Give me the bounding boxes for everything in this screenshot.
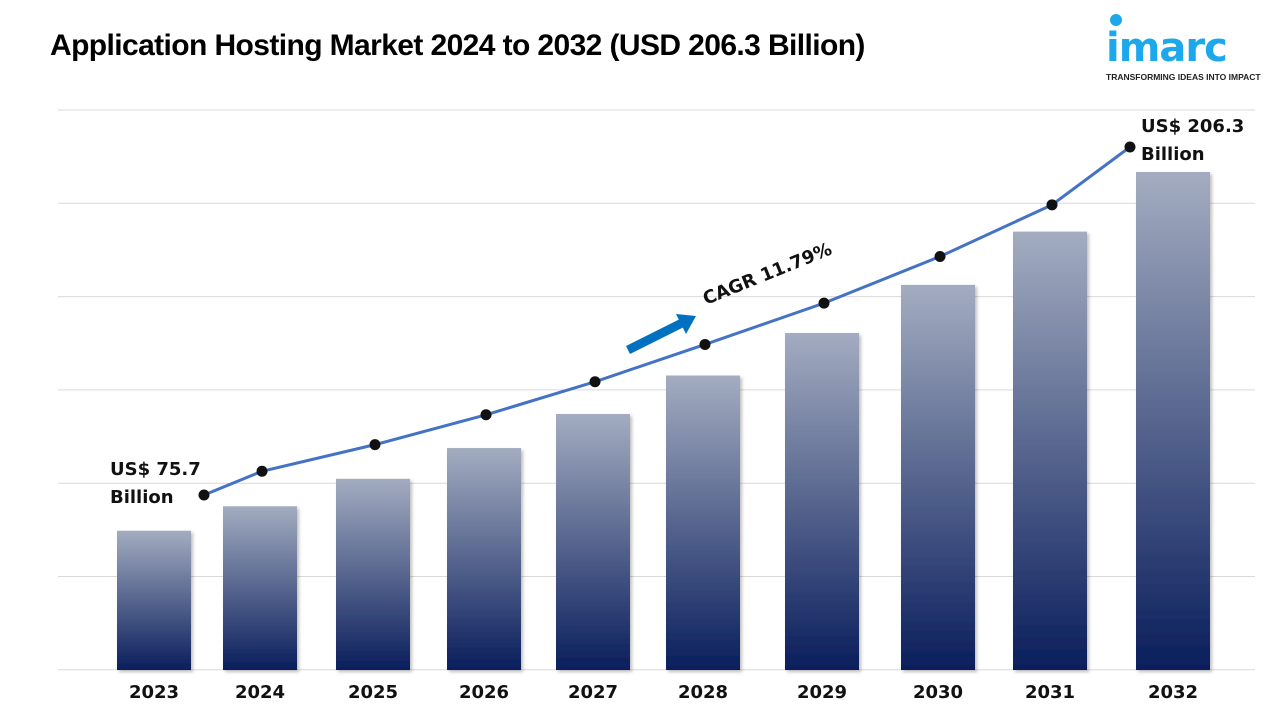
end-value-unit: Billion [1141,144,1205,165]
trend-marker-2029 [818,297,830,309]
x-tick-label: 2027 [568,682,618,703]
x-tick-label: 2030 [913,682,963,703]
trend-marker-2031 [1046,199,1058,211]
bar-2024 [223,506,297,670]
x-tick-label: 2028 [678,682,728,703]
bar-2028 [666,375,740,670]
logo-tagline: TRANSFORMING IDEAS INTO IMPACT [1106,72,1261,82]
bar-2025 [336,478,410,670]
bar-2032 [1136,172,1210,670]
x-axis-ticks: 2023 2024 2025 2026 2027 2028 2029 2030 2031 2032 [129,682,1198,703]
bar-2023 [117,530,191,670]
logo-dot [1110,14,1122,26]
x-tick-label: 2024 [235,682,285,703]
bar-2027 [556,413,630,670]
bars [117,172,1210,670]
trend-marker-2024 [256,465,268,477]
chart-title: Application Hosting Market 2024 to 2032 … [50,29,865,62]
cagr-label: CAGR 11.79% [700,239,835,310]
trend-line [198,141,1136,501]
trend-marker-2025 [369,439,381,451]
x-tick-label: 2031 [1025,682,1075,703]
trend-marker-2028 [699,338,711,350]
trend-marker-2027 [589,376,601,388]
x-tick-label: 2026 [459,682,509,703]
logo-wordmark: imarc [1106,25,1228,71]
bar-2031 [1013,231,1087,670]
x-tick-label: 2032 [1148,682,1198,703]
x-tick-label: 2025 [348,682,398,703]
cagr-arrow-icon [625,314,696,355]
x-tick-label: 2023 [129,682,179,703]
trend-marker-2030 [934,251,946,263]
bar-2030 [901,284,975,670]
start-value-unit: Billion [110,487,174,508]
trend-marker-2032 [1124,141,1136,153]
x-tick-label: 2029 [797,682,847,703]
trend-line-path [203,145,1131,497]
start-value-label: US$ 75.7 [110,459,201,480]
bar-2026 [447,448,521,670]
end-value-label: US$ 206.3 [1141,116,1244,137]
trend-marker-2026 [480,409,492,421]
trend-marker-2023 [198,489,210,501]
bar-2029 [785,332,859,670]
imarc-logo: imarc TRANSFORMING IDEAS INTO IMPACT [1104,12,1264,86]
